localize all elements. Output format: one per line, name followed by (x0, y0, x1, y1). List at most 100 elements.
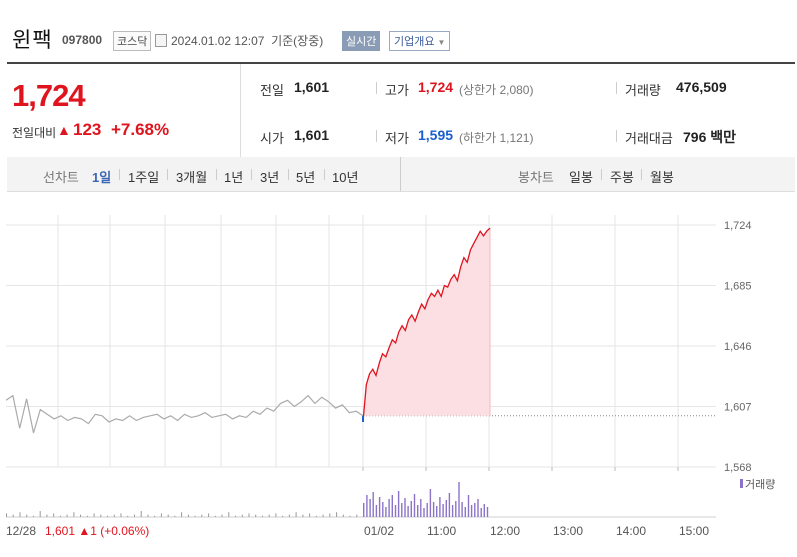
volume-bar-today (455, 501, 457, 517)
amount-value: 796 백만 (683, 127, 736, 147)
x-tick-label: 11:00 (427, 524, 456, 538)
volume-bar-today (388, 499, 390, 517)
tab-3y[interactable]: 3년 (260, 170, 280, 185)
tab-3m[interactable]: 3개월 (176, 170, 208, 185)
tab-monthly[interactable]: 월봉 (650, 170, 674, 185)
tab-1y[interactable]: 1년 (224, 170, 244, 185)
volume-bar-today (436, 506, 438, 517)
volume-bar-today (417, 505, 419, 517)
open-label: 시가 (260, 131, 284, 146)
volume-bar-prev (241, 514, 243, 517)
volume-bar-prev (32, 515, 34, 517)
volume-bar-prev (208, 513, 210, 517)
tab-5y[interactable]: 5년 (296, 170, 316, 185)
datetime-text: 2024.01.02 12:07 (171, 34, 265, 48)
volume-bar-prev (322, 514, 324, 517)
volume-bar-prev (167, 514, 169, 517)
volume-label: 거래량 (625, 83, 661, 98)
x-tick-label: 01/02 (364, 524, 394, 538)
change-label: 전일대비 (12, 126, 57, 140)
prev-day-line (5, 394, 364, 434)
y-tick-label: 1,607 (724, 402, 752, 414)
volume-bar-prev (39, 511, 41, 517)
volume-bar-prev (113, 514, 115, 517)
company-overview-label: 기업개요 (394, 36, 435, 48)
divider (376, 130, 377, 142)
chart-period-tabs: 선차트 1일 1주일 3개월 1년 3년 5년 10년 봉차트 일봉 주봉 월봉 (7, 157, 795, 192)
tab-1w[interactable]: 1주일 (128, 170, 160, 185)
tab-divider (119, 169, 120, 180)
volume-bar-today (397, 491, 400, 517)
volume-legend-swatch (740, 479, 743, 488)
low-label: 저가 (385, 131, 409, 146)
volume-bar-today (470, 505, 473, 517)
tab-daily[interactable]: 일봉 (569, 170, 593, 185)
x-tick-label: 14:00 (616, 524, 646, 538)
volume-bar-today (423, 508, 425, 517)
volume-bar-today (467, 495, 470, 517)
volume-bar-prev (315, 515, 317, 517)
realtime-badge[interactable]: 실시간 (342, 31, 381, 51)
volume-bar-today (407, 506, 409, 517)
tab-weekly[interactable]: 주봉 (610, 170, 634, 185)
tab-divider (167, 169, 168, 180)
volume-bar-prev (147, 514, 149, 517)
volume-bar-today (458, 482, 460, 517)
prev-close-label: 전일 (260, 83, 284, 98)
volume-bar-today (372, 492, 374, 517)
volume-bar-prev (140, 511, 142, 517)
volume-bar-prev (248, 513, 250, 517)
volume-bar-today (378, 497, 381, 517)
volume-value: 476,509 (676, 79, 727, 95)
volume-bar-prev (201, 514, 203, 517)
volume-bar-prev (73, 512, 75, 517)
timestamp: 2024.01.02 12:07 기준(장중) (171, 32, 323, 49)
volume-bar-today (375, 505, 378, 517)
volume-bar-today (464, 507, 466, 517)
volume-bar-today (448, 493, 451, 517)
divider (616, 82, 617, 94)
volume-bar-prev (127, 515, 129, 517)
tab-1d[interactable]: 1일 (92, 170, 112, 185)
volume-bar-today (385, 507, 387, 517)
divider (616, 130, 617, 142)
y-tick-label: 1,646 (724, 341, 752, 353)
company-overview-button[interactable]: 기업개요 ▼ (389, 31, 451, 51)
volume-bar-today (486, 507, 489, 517)
amount-number: 796 (683, 129, 707, 145)
tab-10y[interactable]: 10년 (332, 170, 359, 185)
change-value: 123 (73, 120, 102, 139)
volume-bar-today (401, 503, 403, 517)
upper-limit: (상한가 2,080) (459, 83, 534, 97)
stock-code: 097800 (62, 33, 103, 47)
volume-bar-today (404, 498, 406, 517)
volume-bar-prev (59, 515, 61, 517)
change-percent: +7.68% (111, 120, 170, 139)
volume-bar-today (477, 499, 479, 517)
volume-bar-prev (235, 515, 236, 517)
volume-bar-today (442, 504, 444, 517)
tab-divider (251, 169, 252, 180)
volume-bar-today (432, 502, 435, 517)
volume-bar-prev (342, 514, 344, 517)
x-tick-label: 12:00 (490, 524, 520, 538)
volume-bar-today (451, 505, 454, 517)
volume-bar-today (445, 500, 447, 517)
volume-bar-today (461, 502, 463, 517)
lower-limit: (하한가 1,121) (459, 131, 534, 145)
volume-bar-prev (160, 513, 162, 517)
open-value: 1,601 (294, 127, 330, 143)
volume-bar-prev (309, 513, 311, 517)
volume-bar-prev (282, 515, 284, 517)
y-tick-label: 1,568 (724, 462, 752, 474)
volume-bar-today (483, 504, 485, 517)
volume-bar-prev (26, 514, 28, 517)
today-area-fill (363, 228, 490, 422)
volume-bar-today (413, 494, 416, 517)
amount-label: 거래대금 (625, 131, 673, 146)
market-badge: 코스닥 (113, 31, 152, 51)
y-tick-label: 1,724 (724, 220, 752, 232)
current-price: 1,724 (12, 78, 86, 113)
divider (376, 82, 377, 94)
stock-name: 윈팩 (12, 29, 53, 52)
